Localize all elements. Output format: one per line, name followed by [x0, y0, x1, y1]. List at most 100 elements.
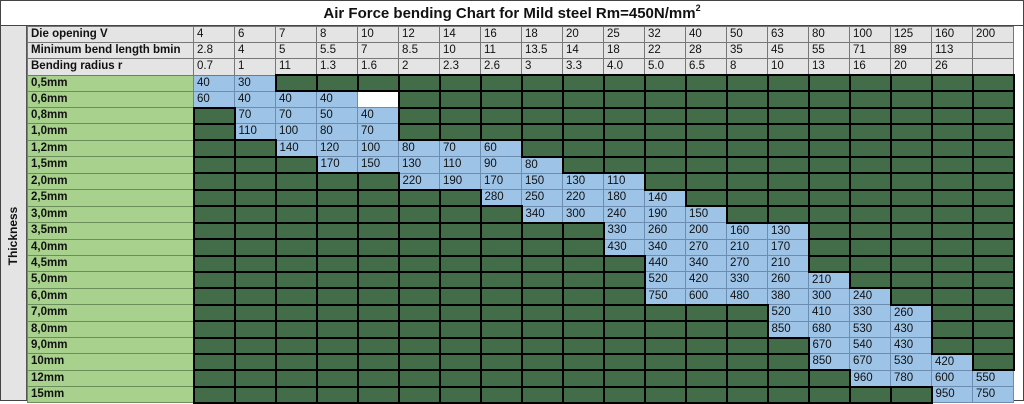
header-cell: 55 — [808, 42, 850, 59]
header-cell: 10 — [439, 42, 481, 59]
thickness-label: 3,5mm — [27, 222, 194, 240]
force-value-cell: 100 — [275, 123, 317, 141]
unavailable-cell — [274, 238, 318, 257]
unavailable-cell — [643, 139, 687, 158]
unavailable-cell — [356, 287, 400, 306]
unavailable-cell — [397, 90, 441, 109]
unavailable-cell — [397, 336, 441, 355]
thickness-row: 4,0mm 430 340 270 210 170 — [27, 238, 1015, 257]
thickness-row: 9,0mm 670 540 430 — [27, 336, 1015, 355]
unavailable-cell — [561, 74, 605, 92]
unavailable-cell — [602, 90, 646, 109]
header-cell: 7 — [275, 26, 317, 43]
header-cell: 0.7 — [193, 58, 235, 76]
unavailable-cell — [602, 303, 646, 322]
unavailable-cell — [561, 254, 605, 273]
unavailable-cell — [930, 188, 974, 207]
force-value-cell: 100 — [357, 139, 399, 157]
unavailable-cell — [889, 205, 933, 224]
unavailable-cell — [561, 385, 605, 404]
unavailable-cell — [807, 221, 851, 240]
min-bend-length-row: Minimum bend length bmin 2.8 4 5 5.5 7 8.5 10 11… — [27, 42, 1014, 59]
thickness-row: 15mm 950 750 — [27, 385, 1014, 404]
blank-cell — [357, 90, 399, 108]
unavailable-cell — [233, 303, 277, 322]
unavailable-cell — [479, 320, 523, 339]
unavailable-cell — [725, 336, 769, 355]
force-value-cell: 80 — [521, 156, 563, 174]
force-value-cell: 190 — [439, 172, 481, 190]
unavailable-cell — [561, 320, 605, 339]
unavailable-cell — [930, 205, 974, 224]
unavailable-cell — [766, 139, 810, 158]
unavailable-cell — [192, 106, 236, 125]
force-value-cell: 550 — [972, 369, 1014, 387]
unavailable-cell — [889, 122, 933, 141]
thickness-side-column: Thickness — [1, 26, 27, 400]
unavailable-cell — [438, 74, 482, 92]
unavailable-cell — [561, 369, 605, 388]
unavailable-cell — [274, 352, 318, 371]
unavailable-cell — [315, 205, 359, 224]
header-label: Minimum bend length bmin — [27, 42, 194, 59]
thickness-label: 0,6mm — [27, 90, 194, 108]
unavailable-cell — [971, 172, 1015, 191]
force-value-cell: 420 — [685, 271, 727, 289]
force-value-cell: 430 — [890, 337, 932, 354]
force-value-cell: 750 — [644, 287, 686, 305]
force-value-cell: 330 — [603, 222, 645, 240]
unavailable-cell — [848, 270, 892, 289]
unavailable-cell — [315, 336, 359, 355]
unavailable-cell — [684, 90, 728, 109]
force-value-cell: 130 — [562, 172, 604, 190]
unavailable-cell — [397, 238, 441, 257]
unavailable-cell — [561, 352, 605, 371]
force-value-cell: 480 — [726, 287, 768, 305]
unavailable-cell — [684, 122, 728, 141]
force-value-cell: 150 — [521, 172, 563, 190]
unavailable-cell — [479, 90, 523, 109]
chart-title-superscript: 2 — [695, 3, 701, 13]
header-cell: 4 — [234, 42, 276, 59]
unavailable-cell — [848, 74, 892, 92]
force-value-cell: 190 — [644, 205, 686, 223]
header-cell: 5 — [275, 42, 317, 59]
header-cell: 11 — [480, 42, 522, 59]
unavailable-cell — [684, 139, 728, 158]
force-value-cell: 250 — [521, 189, 563, 207]
unavailable-cell — [233, 287, 277, 306]
unavailable-cell — [438, 320, 482, 339]
header-cell: 200 — [972, 26, 1014, 43]
header-cell: 12 — [398, 26, 440, 43]
force-value-cell: 380 — [767, 287, 809, 305]
unavailable-cell — [561, 287, 605, 306]
unavailable-cell — [356, 172, 400, 191]
unavailable-cell — [971, 106, 1015, 125]
unavailable-cell — [315, 385, 359, 404]
unavailable-cell — [930, 74, 974, 92]
header-cell: 80 — [808, 26, 850, 43]
header-cell: 40 — [685, 26, 727, 43]
unavailable-cell — [807, 188, 851, 207]
unavailable-cell — [725, 352, 769, 371]
unavailable-cell — [643, 385, 687, 404]
unavailable-cell — [889, 254, 933, 273]
force-value-cell: 670 — [849, 353, 891, 371]
unavailable-cell — [766, 90, 810, 109]
header-cell: 7 — [357, 42, 399, 59]
force-value-cell: 850 — [808, 353, 850, 371]
header-cell: 8.5 — [398, 42, 440, 59]
force-value-cell: 780 — [890, 369, 932, 387]
unavailable-cell — [192, 352, 236, 371]
thickness-row: 0,6mm 60 40 40 40 — [27, 90, 1015, 109]
force-value-cell: 210 — [767, 255, 809, 272]
unavailable-cell — [561, 303, 605, 322]
unavailable-cell — [233, 139, 277, 158]
unavailable-cell — [397, 221, 441, 240]
unavailable-cell — [889, 106, 933, 125]
unavailable-cell — [438, 205, 482, 224]
unavailable-cell — [684, 385, 728, 404]
thickness-row: 6,0mm 750 600 480 380 300 240 — [27, 287, 1015, 306]
header-cell — [972, 42, 1014, 59]
